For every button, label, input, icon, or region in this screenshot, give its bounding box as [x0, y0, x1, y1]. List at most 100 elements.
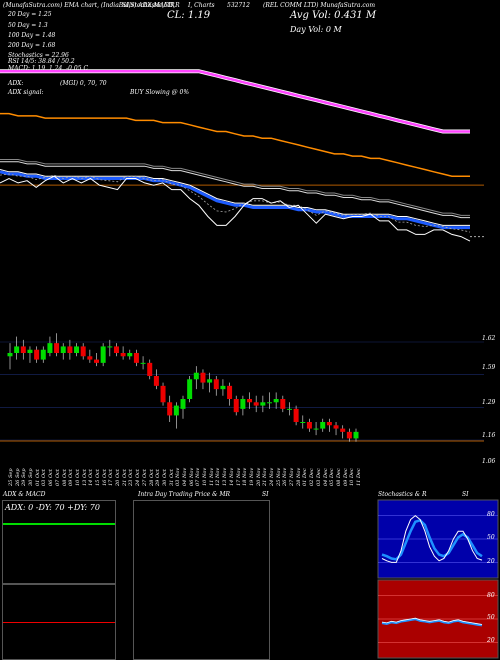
candle-body — [54, 343, 60, 353]
candle-body — [300, 422, 306, 423]
candle-body — [147, 362, 153, 376]
candle-body — [267, 402, 272, 404]
candle-body — [220, 385, 226, 390]
candle-body — [227, 385, 233, 399]
candle-body — [313, 428, 319, 430]
macd-panel — [2, 584, 116, 660]
candle-body — [260, 402, 266, 406]
candle-body — [253, 402, 259, 406]
candle-body — [240, 399, 246, 409]
rsi-axis-label: 20 — [487, 637, 495, 644]
candle-body — [120, 353, 126, 357]
stoch-axis-label: 50 — [487, 534, 495, 541]
stoch-axis-label: 20 — [487, 558, 495, 565]
adx-value: (MGI) 0, 70, 70 — [60, 80, 107, 87]
header-line1-far: (REL COMM LTD) MunafaSutra.com — [263, 2, 376, 9]
candle-body — [346, 431, 352, 439]
candle-body — [320, 422, 326, 429]
header-line1-right1: I, Charts — [188, 2, 215, 9]
day-volume: Day Vol: 0 M — [290, 25, 342, 34]
intraday-panel-right: SI — [262, 491, 269, 498]
candle-body — [193, 372, 199, 380]
candle-body — [167, 402, 173, 416]
candle-body — [20, 346, 26, 353]
candle-body — [133, 353, 139, 363]
stochastic-k-line — [381, 514, 483, 563]
header-line1-left: (MunafaSutra.com) EMA chart, (IndiaBulls… — [3, 2, 180, 9]
rsi-axis-label: 80 — [487, 592, 495, 599]
candle-body — [60, 346, 66, 353]
candle-body — [173, 405, 179, 416]
candle-body — [180, 399, 186, 409]
candle-body — [67, 346, 73, 353]
legend-ema100: 100 Day = 1.48 — [8, 32, 56, 39]
candle-body — [74, 346, 80, 353]
ema20-outline — [0, 169, 470, 226]
candle-axis-label: 1.06 — [482, 458, 496, 465]
candle-body — [187, 379, 193, 399]
candle-axis-top: 1.62 — [482, 335, 496, 342]
candle-body — [40, 349, 46, 360]
candle-body — [160, 385, 166, 403]
adx-line — [3, 523, 115, 525]
rsi-signal-line — [381, 617, 483, 625]
intraday-panel-title: Intra Day Trading Price & MR — [138, 491, 231, 498]
candle-body — [353, 431, 359, 439]
candle-body — [280, 399, 286, 409]
signal-line — [0, 173, 471, 233]
candle-body — [87, 356, 93, 360]
candle-body — [107, 346, 113, 348]
candle-body — [293, 408, 299, 422]
candle-body — [326, 422, 332, 426]
candlestick-chart — [0, 333, 484, 442]
adx-panel-title: ADX & MACD — [3, 491, 46, 498]
adx-panel: ADX: 0 -DY: 70 +DY: 70 — [2, 500, 116, 584]
legend-ema50: 50 Day = 1.3 — [8, 22, 48, 29]
candle-body — [27, 349, 33, 353]
candle-axis-label: 1.59 — [482, 364, 496, 371]
adx-signal-label: ADX signal: — [8, 89, 44, 96]
stoch-panel-right: SI — [462, 491, 469, 498]
candle-axis-label: 1.16 — [482, 432, 496, 439]
rsi-axis-label: 50 — [487, 614, 495, 621]
rsi-line — [381, 617, 483, 627]
candle-body — [14, 346, 20, 353]
candle-body — [333, 425, 339, 429]
candle-body — [200, 372, 206, 383]
candle-body — [207, 379, 213, 383]
legend-ema200: 200 Day = 1.68 — [8, 42, 56, 49]
price-line — [0, 175, 471, 242]
candle-body — [247, 399, 253, 403]
candle-body — [80, 346, 86, 357]
macd-line — [3, 622, 115, 623]
ema50-line-lower — [0, 161, 470, 219]
close-label: CL: 1.19 — [167, 10, 211, 21]
stoch-axis-label: 80 — [487, 511, 495, 518]
candle-body — [34, 349, 40, 360]
candle-body — [100, 346, 106, 363]
ema100-line — [0, 112, 470, 177]
candle-body — [340, 428, 346, 432]
candle-body — [233, 399, 239, 413]
legend-rsi: RSI 14/5: 38.84 / 50.2 — [8, 58, 75, 65]
adx-panel-values: ADX: 0 -DY: 70 +DY: 70 — [5, 503, 100, 512]
candle-body — [127, 353, 133, 357]
candle-axis-label: 1.29 — [482, 399, 496, 406]
adx-label: ADX: — [8, 80, 24, 87]
header-line1-mid: SI,Stochastic,MR — [122, 2, 175, 9]
ema20-line — [0, 170, 470, 230]
candle-body — [140, 362, 146, 364]
candle-body — [94, 359, 99, 363]
avg-volume: Avg Vol: 0.431 M — [290, 10, 377, 21]
candle-body — [7, 353, 13, 357]
ema-chart — [0, 69, 484, 242]
candle-body — [153, 376, 159, 386]
header-line1-right2: 532712 — [227, 2, 250, 9]
candle-body — [113, 346, 119, 353]
candle-body — [47, 343, 53, 353]
legend-stochastics: Stochastics = 22.96 — [8, 52, 69, 59]
candle-body — [306, 422, 312, 429]
stoch-panel-title: Stochastics & R — [378, 491, 427, 498]
candle-body — [273, 399, 279, 403]
